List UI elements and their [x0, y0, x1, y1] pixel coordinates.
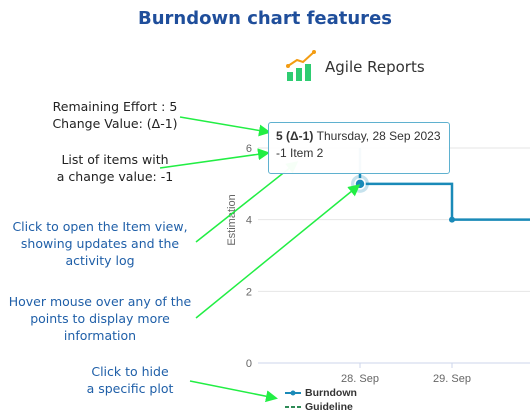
annotation-arrow	[179, 116, 271, 137]
note-click-item: Click to open the Item view, showing upda…	[12, 219, 188, 268]
annotation-arrow	[189, 380, 278, 403]
legend-item-burndown[interactable]: Burndown	[285, 386, 357, 400]
legend-label-guideline: Guideline	[305, 401, 353, 413]
y-tick-label: 6	[246, 143, 252, 155]
annotation-arrow	[195, 161, 299, 243]
legend-item-guideline[interactable]: Guideline	[285, 400, 357, 414]
y-tick-label: 4	[246, 215, 252, 227]
tooltip-value: 5	[276, 129, 283, 143]
note-hover: Hover mouse over any of the points to dis…	[8, 294, 192, 343]
tooltip-item-link[interactable]: -1 Item 2	[276, 146, 324, 160]
note-items-list: List of items with a change value: -1	[56, 152, 174, 184]
gridlines	[258, 147, 530, 364]
note-remaining-effort: Remaining Effort : 5 Change Value: (Δ-1)	[52, 99, 178, 131]
tooltip-delta: (Δ-1)	[286, 129, 314, 143]
data-point[interactable]	[449, 216, 455, 223]
y-axis-label: Estimation	[226, 194, 238, 245]
logo-line-dot	[286, 64, 290, 68]
x-tick-label: 28. Sep	[341, 373, 379, 385]
x-tick-label: 29. Sep	[433, 373, 471, 385]
chart-legend: Burndown Guideline	[285, 386, 357, 414]
page-title: Burndown chart features	[138, 8, 392, 29]
logo-bar	[305, 64, 311, 81]
tooltip-date: Thursday, 28 Sep 2023	[316, 129, 441, 143]
point-tooltip: 5 (Δ-1) Thursday, 28 Sep 2023 -1 Item 2	[268, 122, 450, 174]
legend-line-burndown-icon	[285, 390, 301, 396]
logo-bar	[287, 72, 293, 81]
annotation-arrow	[195, 184, 361, 319]
agile-reports-logo-icon	[286, 50, 316, 81]
logo-bar	[296, 68, 302, 81]
legend-label-burndown: Burndown	[305, 387, 357, 399]
logo-line-dot	[312, 50, 316, 54]
y-tick-label: 2	[246, 286, 252, 298]
annotation-arrow	[159, 148, 270, 169]
y-tick-label: 0	[246, 358, 252, 370]
agile-reports-logo-text: Agile Reports	[325, 58, 425, 76]
logo-line	[287, 51, 315, 67]
legend-line-guideline-icon	[285, 406, 301, 408]
note-hide-plot: Click to hide a specific plot	[86, 364, 174, 396]
y-tick-labels: 0 2 4 6	[246, 143, 252, 370]
annotation-arrows	[159, 116, 361, 403]
x-tick-labels: 28. Sep 29. Sep	[258, 362, 530, 385]
